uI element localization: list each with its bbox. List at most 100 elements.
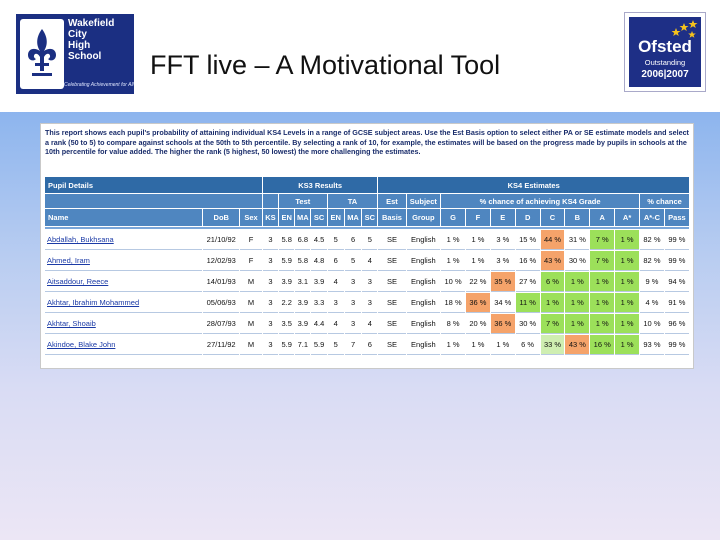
cell-test-ma: 6.8 <box>295 230 311 250</box>
cell-f: 22 % <box>466 272 490 292</box>
cell-pass: 91 % <box>664 293 689 313</box>
pupil-name-text[interactable]: Akindoe, Blake John <box>47 340 116 349</box>
column-header-astar-c[interactable]: A*-C <box>640 209 664 226</box>
cell-group[interactable]: English <box>406 293 441 313</box>
report-intro: This report shows each pupil's probabili… <box>45 128 689 157</box>
pupil-name-text[interactable]: Abdallah, Bukhsana <box>47 235 114 244</box>
cell-b: 43 % <box>565 335 590 355</box>
cell-f: 36 % <box>466 293 490 313</box>
subheader-chance: % chance <box>640 194 689 208</box>
cell-astar: 1 % <box>615 314 640 334</box>
cell-test-en: 5.8 <box>279 230 295 250</box>
cell-g: 8 % <box>441 314 465 334</box>
cell-pass: 94 % <box>664 272 689 292</box>
cell-e: 34 % <box>490 293 515 313</box>
cell-group[interactable]: English <box>406 314 441 334</box>
cell-basis[interactable]: SE <box>378 293 406 313</box>
table-row: Akindoe, Blake John 27/11/92 M 3 5.9 7.1… <box>45 335 689 355</box>
cell-a: 1 % <box>590 314 615 334</box>
cell-b: 31 % <box>565 230 590 250</box>
column-header-ta-en[interactable]: EN <box>327 209 344 226</box>
cell-d: 11 % <box>515 293 540 313</box>
cell-dob: 27/11/92 <box>203 335 240 355</box>
column-header-sex[interactable]: Sex <box>240 209 262 226</box>
cell-basis[interactable]: SE <box>378 272 406 292</box>
pupil-name-link[interactable]: Akindoe, Blake John <box>45 335 203 355</box>
cell-pass: 99 % <box>664 335 689 355</box>
cell-d: 15 % <box>515 230 540 250</box>
subheader-blank <box>262 194 279 208</box>
cell-ks: 3 <box>262 230 279 250</box>
cell-test-ma: 7.1 <box>295 335 311 355</box>
column-header-ma[interactable]: MA <box>295 209 311 226</box>
column-header-e[interactable]: E <box>490 209 515 226</box>
cell-basis[interactable]: SE <box>378 251 406 271</box>
cell-g: 1 % <box>441 335 465 355</box>
cell-group[interactable]: English <box>406 272 441 292</box>
cell-ta-ma: 3 <box>344 293 362 313</box>
column-header-g[interactable]: G <box>441 209 465 226</box>
cell-b: 1 % <box>565 314 590 334</box>
cell-basis[interactable]: SE <box>378 314 406 334</box>
column-header-basis[interactable]: Basis <box>378 209 406 226</box>
column-header-en[interactable]: EN <box>279 209 295 226</box>
cell-d: 30 % <box>515 314 540 334</box>
cell-test-sc: 4.8 <box>311 251 327 271</box>
cell-group[interactable]: English <box>406 230 441 250</box>
pupil-name-text[interactable]: Akhtar, Ibrahim Mohammed <box>47 298 140 307</box>
cell-dob: 28/07/93 <box>203 314 240 334</box>
column-header-f[interactable]: F <box>466 209 490 226</box>
cell-test-ma: 5.8 <box>295 251 311 271</box>
cell-ta-sc: 5 <box>362 230 378 250</box>
header-separator <box>45 227 689 229</box>
cell-group[interactable]: English <box>406 335 441 355</box>
ofsted-years: 2006|2007 <box>641 69 689 80</box>
cell-basis[interactable]: SE <box>378 230 406 250</box>
column-header-ta-sc[interactable]: SC <box>362 209 378 226</box>
cell-c: 6 % <box>540 272 565 292</box>
pupil-name-link[interactable]: Akhtar, Shoaib <box>45 314 203 334</box>
cell-sex: F <box>240 251 262 271</box>
school-motto: Celebrating Achievement for All <box>64 82 134 88</box>
stars-icon <box>671 20 698 38</box>
pupil-name-link[interactable]: Ahmed, Iram <box>45 251 203 271</box>
pupil-name-text[interactable]: Ahmed, Iram <box>47 256 90 265</box>
cell-basis[interactable]: SE <box>378 335 406 355</box>
cell-sex: M <box>240 314 262 334</box>
fleur-de-lis-icon <box>28 29 56 76</box>
cell-g: 10 % <box>441 272 465 292</box>
cell-sex: M <box>240 272 262 292</box>
column-header-pass[interactable]: Pass <box>664 209 689 226</box>
column-header-a[interactable]: A <box>590 209 615 226</box>
cell-e: 36 % <box>490 314 515 334</box>
pupil-name-link[interactable]: Aitsaddour, Reece <box>45 272 203 292</box>
pupil-name-text[interactable]: Akhtar, Shoaib <box>47 319 96 328</box>
column-header-ta-ma[interactable]: MA <box>344 209 362 226</box>
cell-pass: 96 % <box>664 314 689 334</box>
cell-e: 3 % <box>490 230 515 250</box>
pupil-name-text[interactable]: Aitsaddour, Reece <box>47 277 109 286</box>
column-header-c[interactable]: C <box>540 209 565 226</box>
cell-a: 1 % <box>590 272 615 292</box>
table-row: Akhtar, Shoaib 28/07/93 M 3 3.5 3.9 4.4 … <box>45 314 689 334</box>
cell-test-en: 5.9 <box>279 251 295 271</box>
pupil-name-link[interactable]: Abdallah, Bukhsana <box>45 230 203 250</box>
subheader-est: Est <box>378 194 406 208</box>
cell-e: 1 % <box>490 335 515 355</box>
column-header-sc[interactable]: SC <box>311 209 327 226</box>
column-header-d[interactable]: D <box>515 209 540 226</box>
column-header-ks[interactable]: KS <box>262 209 279 226</box>
cell-test-sc: 4.4 <box>311 314 327 334</box>
cell-dob: 21/10/92 <box>203 230 240 250</box>
column-header-b[interactable]: B <box>565 209 590 226</box>
table-row: Abdallah, Bukhsana 21/10/92 F 3 5.8 6.8 … <box>45 230 689 250</box>
column-header-astar[interactable]: A* <box>615 209 640 226</box>
cell-c: 44 % <box>540 230 565 250</box>
cell-group[interactable]: English <box>406 251 441 271</box>
pupil-name-link[interactable]: Akhtar, Ibrahim Mohammed <box>45 293 203 313</box>
column-header-name[interactable]: Name <box>45 209 203 226</box>
column-header-group[interactable]: Group <box>406 209 441 226</box>
cell-a: 16 % <box>590 335 615 355</box>
column-header-dob[interactable]: DoB <box>203 209 240 226</box>
subheader-subject: Subject <box>406 194 441 208</box>
